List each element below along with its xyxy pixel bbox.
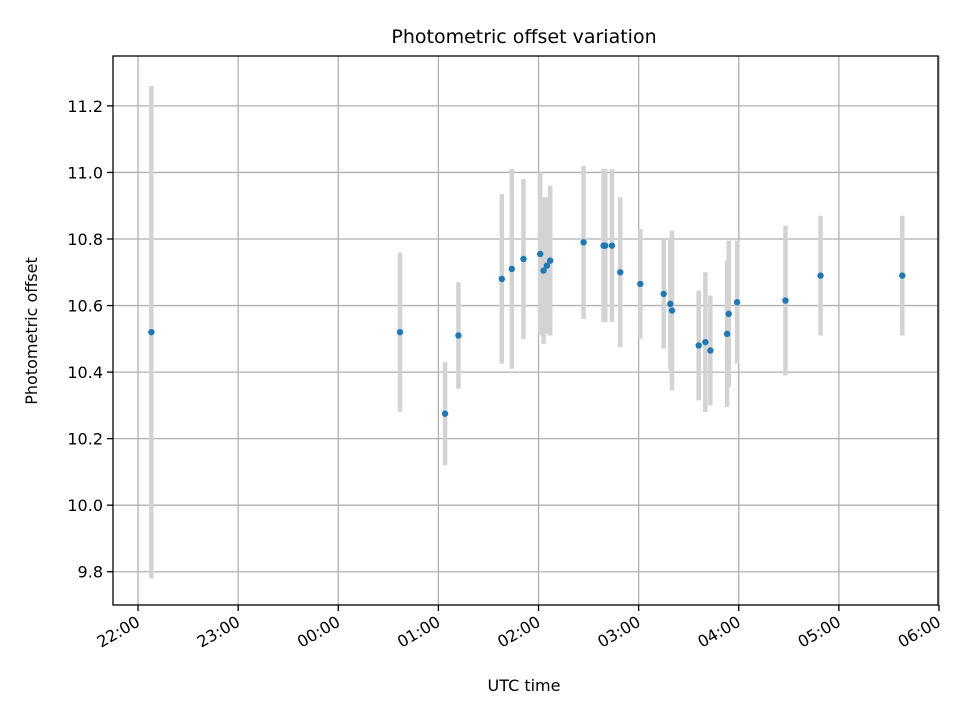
data-point — [702, 338, 709, 346]
chart-title: Photometric offset variation — [391, 26, 656, 48]
data-point — [667, 300, 674, 308]
x-tick-label: 00:00 — [294, 612, 343, 652]
data-point — [817, 272, 824, 279]
data-point — [602, 242, 609, 249]
y-tick-label: 10.0 — [67, 496, 103, 515]
data-point — [782, 297, 789, 304]
y-tick-label: 10.6 — [67, 297, 103, 316]
data-point — [723, 330, 731, 338]
data-point — [608, 242, 616, 249]
x-axis-label: UTC time — [488, 676, 561, 695]
x-tick-label: 03:00 — [594, 612, 643, 652]
y-axis-ticks: 9.8 10.0 10.2 10.4 10.6 10.8 11.0 11.2 — [67, 97, 113, 582]
x-tick-label: 23:00 — [194, 612, 243, 652]
data-point — [520, 255, 527, 263]
x-tick-label: 04:00 — [694, 612, 743, 652]
data-point — [707, 347, 714, 354]
data-point — [148, 328, 155, 336]
data-point — [580, 239, 587, 246]
y-tick-label: 10.4 — [67, 363, 103, 382]
data-point — [637, 280, 644, 288]
data-point — [536, 250, 544, 258]
y-axis-label: Photometric offset — [22, 257, 41, 405]
data-point — [540, 267, 547, 274]
data-point — [396, 328, 404, 336]
x-tick-label: 01:00 — [394, 612, 443, 652]
data-point — [498, 275, 506, 283]
grid — [113, 56, 940, 605]
data-point — [899, 272, 906, 279]
data-points — [148, 239, 906, 417]
y-tick-label: 10.8 — [67, 230, 103, 249]
data-point — [660, 290, 667, 298]
y-tick-label: 11.2 — [67, 97, 103, 116]
data-point — [733, 299, 741, 306]
data-point — [543, 262, 551, 269]
data-point — [695, 342, 702, 349]
data-point — [455, 332, 462, 339]
x-tick-label: 06:00 — [895, 612, 944, 652]
data-point — [546, 257, 554, 264]
x-axis-ticks: 22:00 23:00 00:00 01:00 02:00 03:00 04:00 05:00… — [94, 605, 944, 652]
x-tick-label: 05:00 — [794, 612, 843, 652]
data-point — [725, 310, 732, 318]
y-tick-label: 9.8 — [78, 563, 103, 582]
y-tick-label: 10.2 — [67, 430, 103, 449]
y-tick-label: 11.0 — [67, 163, 103, 182]
data-point — [508, 265, 516, 273]
x-tick-label: 22:00 — [94, 612, 143, 652]
x-tick-label: 02:00 — [494, 612, 543, 652]
errorbars — [149, 85, 905, 579]
data-point — [441, 410, 449, 417]
data-point — [617, 269, 624, 276]
data-point — [668, 307, 676, 314]
plot-frame — [112, 55, 939, 606]
